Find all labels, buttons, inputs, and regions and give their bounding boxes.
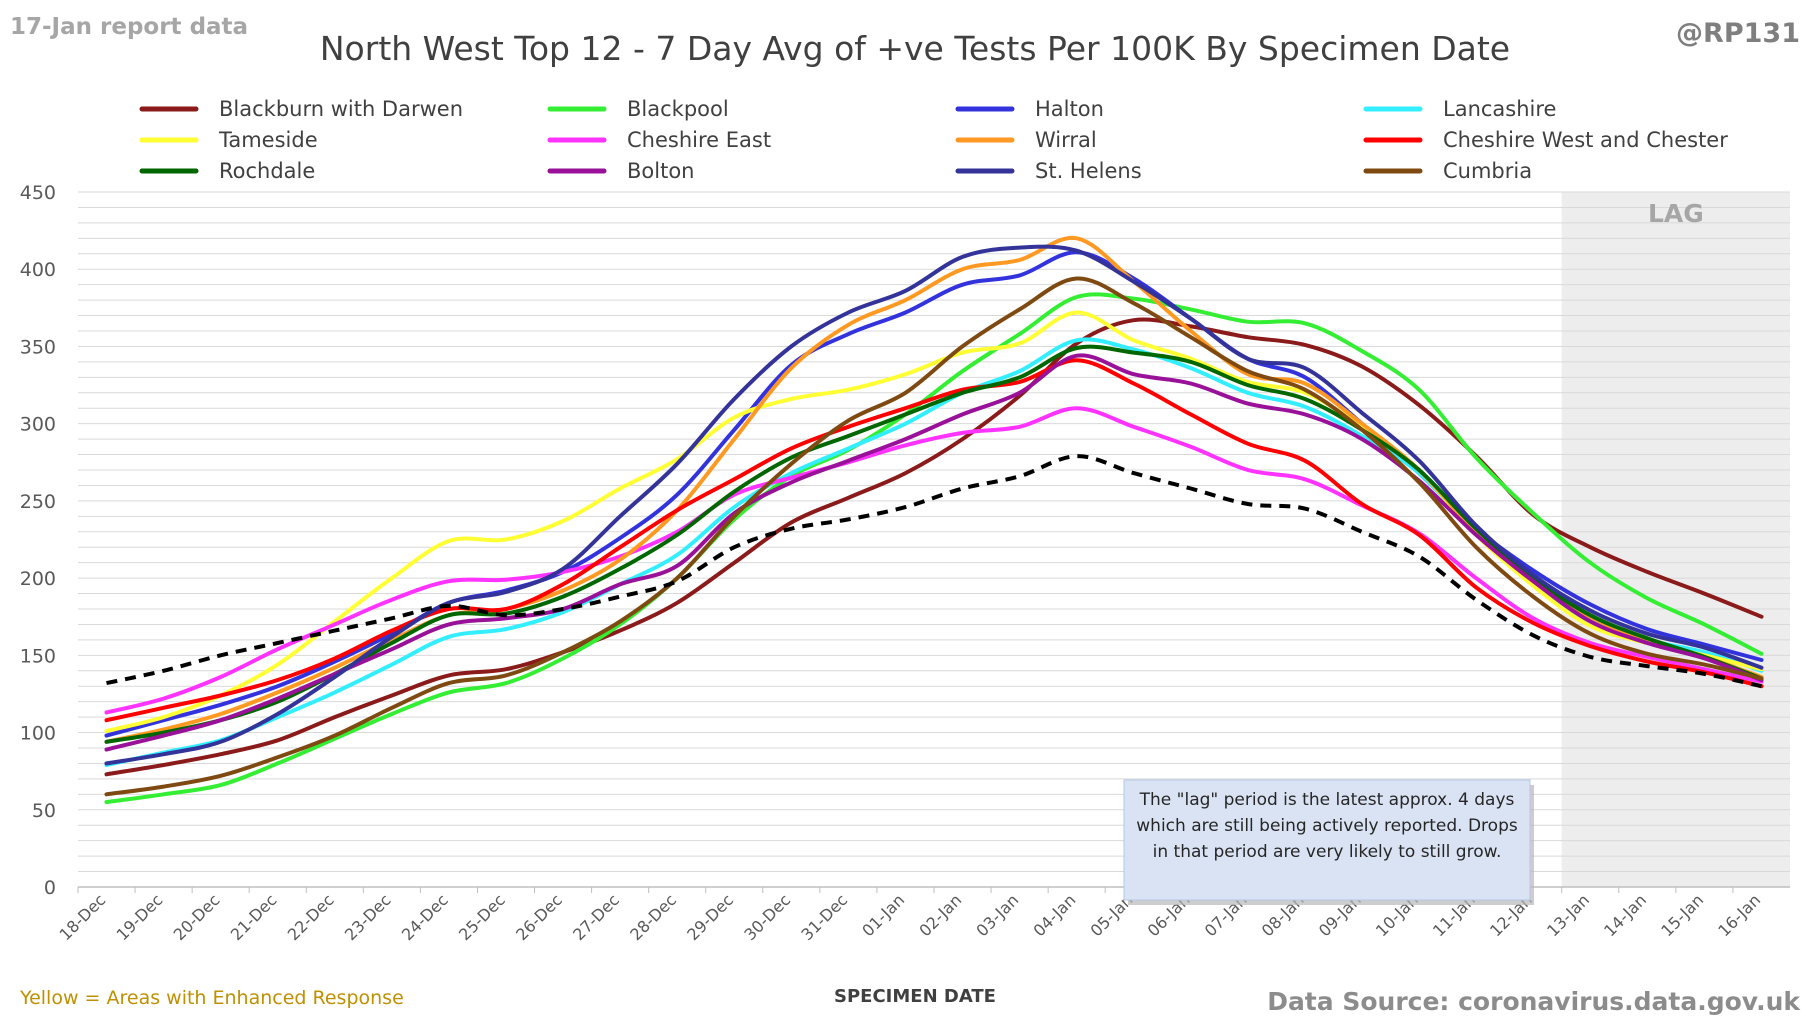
- legend-label: Cumbria: [1443, 159, 1532, 183]
- series-line: [104, 358, 1764, 723]
- chart-title: North West Top 12 - 7 Day Avg of +ve Tes…: [320, 29, 1510, 68]
- y-tick-label: 0: [44, 877, 56, 899]
- annotation-line-2: which are still being actively reported.…: [1136, 816, 1518, 836]
- annotation-line-1: The "lag" period is the latest approx. 4…: [1139, 790, 1515, 810]
- y-tick-label: 200: [20, 568, 56, 590]
- legend-label: Blackpool: [627, 97, 729, 121]
- y-tick-label: 450: [20, 182, 56, 204]
- series-line: [104, 353, 1764, 752]
- data-source: Data Source: coronavirus.data.gov.uk: [1267, 987, 1801, 1016]
- legend-label: Lancashire: [1443, 97, 1556, 121]
- legend-label: Rochdale: [219, 159, 315, 183]
- enhanced-response-note: Yellow = Areas with Enhanced Response: [19, 987, 404, 1009]
- series-line: [104, 406, 1764, 715]
- x-axis-title: SPECIMEN DATE: [834, 986, 996, 1007]
- y-tick-label: 150: [20, 645, 56, 667]
- y-tick-label: 100: [20, 723, 56, 745]
- series-line: [104, 244, 1764, 766]
- series-line: [104, 276, 1764, 797]
- legend-label: Wirral: [1035, 128, 1097, 152]
- legend: Blackburn with Darwen Blackpool Halton Lanc…: [139, 97, 1728, 183]
- legend-label: Cheshire West and Chester: [1443, 128, 1728, 152]
- series-line: [104, 344, 1764, 744]
- handle: @RP131: [1676, 18, 1800, 49]
- legend-label: Halton: [1035, 97, 1104, 121]
- legend-label: Cheshire East: [627, 128, 771, 152]
- y-tick-label: 300: [20, 414, 56, 436]
- lag-label: LAG: [1648, 199, 1704, 228]
- series-line: [104, 235, 1764, 744]
- series-lines: [104, 235, 1764, 805]
- y-tick-label: 350: [20, 336, 56, 358]
- legend-label: St. Helens: [1035, 159, 1142, 183]
- y-tick-labels: 0 50 100 150 200 250 300 350 400 450: [20, 182, 56, 899]
- series-line: [104, 292, 1764, 805]
- legend-label: Blackburn with Darwen: [219, 97, 463, 121]
- annotation-panel: [1123, 779, 1531, 901]
- report-note: 17-Jan report data: [10, 14, 248, 40]
- grid-lines: [78, 191, 1790, 873]
- series-line-average: [106, 454, 1762, 689]
- legend-label: Tameside: [218, 128, 318, 152]
- annotation-box: The "lag" period is the latest approx. 4…: [1123, 779, 1534, 905]
- legend-label: Bolton: [627, 159, 694, 183]
- y-tick-label: 50: [32, 800, 56, 822]
- lag-band: [1561, 192, 1790, 887]
- y-tick-label: 250: [20, 491, 56, 513]
- annotation-line-3: in that period are very likely to still …: [1153, 842, 1502, 862]
- y-tick-label: 400: [20, 259, 56, 281]
